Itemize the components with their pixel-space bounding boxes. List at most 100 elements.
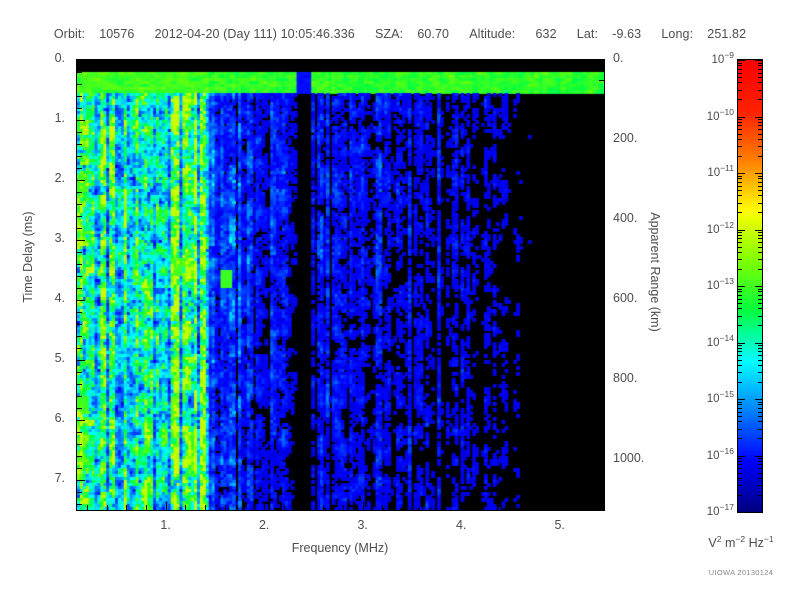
tick-mark: [599, 260, 604, 261]
colorbar-tick-mark: [758, 65, 763, 66]
colorbar-tick-mark: [737, 308, 742, 309]
tick-mark: [77, 336, 82, 337]
tick-mark: [382, 60, 383, 65]
colorbar-tick-mark: [758, 182, 763, 183]
colorbar-tick-mark: [737, 146, 742, 147]
colorbar-tick-mark: [737, 382, 742, 383]
tick-mark: [77, 396, 82, 397]
lat-label: Lat:: [576, 27, 599, 41]
tick-mark: [126, 60, 127, 65]
tick-mark: [77, 168, 82, 169]
tick-mark: [596, 380, 604, 381]
orbit-value: 10576: [99, 27, 135, 41]
tick-mark: [599, 100, 604, 101]
tick-mark: [304, 505, 305, 510]
colorbar-tick-mark: [755, 512, 763, 513]
tick-mark: [77, 324, 82, 325]
tick-mark: [560, 60, 561, 68]
altitude-label: Altitude:: [469, 27, 516, 41]
tick-mark: [77, 108, 82, 109]
colorbar-tick-mark: [758, 372, 763, 373]
colorbar-tick-mark: [737, 252, 742, 253]
colorbar-tick-mark: [737, 295, 742, 296]
tick-mark: [146, 60, 147, 65]
tick-mark: [77, 312, 82, 313]
tick-mark: [596, 60, 604, 61]
tick-mark: [599, 320, 604, 321]
colorbar-tick-mark: [758, 139, 763, 140]
colorbar-tick-mark: [737, 325, 742, 326]
tick-mark: [77, 300, 85, 301]
tick-mark: [264, 60, 265, 68]
tick-mark: [323, 60, 324, 65]
y-axis-left-tick-label: 5.: [54, 351, 65, 365]
y-axis-left-tick-label: 1.: [54, 111, 65, 125]
tick-mark: [461, 60, 462, 68]
colorbar-tick-mark: [758, 416, 763, 417]
header-info: Orbit: 10576 2012-04-20 (Day 111) 10:05:…: [0, 27, 800, 41]
tick-mark: [284, 505, 285, 510]
colorbar-tick-mark: [755, 173, 763, 174]
tick-mark: [599, 360, 604, 361]
colorbar-tick-mark: [758, 178, 763, 179]
colorbar-tick-mark: [758, 468, 763, 469]
colorbar-tick-mark: [737, 63, 742, 64]
colorbar-tick-mark: [737, 190, 742, 191]
long-label: Long:: [661, 27, 694, 41]
colorbar-tick-label: 10−14: [706, 332, 734, 349]
tick-mark: [107, 505, 108, 510]
colorbar-tick-label: 10−9: [711, 50, 735, 66]
colorbar-tick-mark: [737, 291, 742, 292]
colorbar-tick-mark: [737, 117, 745, 118]
tick-mark: [560, 502, 561, 510]
colorbar-tick-mark: [758, 242, 763, 243]
colorbar-tick-mark: [737, 230, 745, 231]
colorbar-tick-mark: [737, 119, 742, 120]
colorbar-tick-mark: [737, 69, 742, 70]
tick-mark: [596, 300, 604, 301]
colorbar-tick-mark: [758, 73, 763, 74]
colorbar-tick-mark: [758, 176, 763, 177]
y-axis-left-title: Time Delay (ms): [21, 211, 35, 303]
tick-mark: [77, 132, 82, 133]
colorbar-tick-mark: [758, 316, 763, 317]
colorbar-tick-mark: [758, 438, 763, 439]
colorbar-tick-mark: [758, 308, 763, 309]
tick-mark: [77, 372, 82, 373]
x-axis-tick-label: 4.: [455, 518, 467, 532]
tick-mark: [77, 252, 82, 253]
colorbar-tick-mark: [737, 303, 742, 304]
y-axis-left-tick-label: 4.: [54, 291, 65, 305]
tick-mark: [402, 505, 403, 510]
tick-mark: [599, 180, 604, 181]
tick-mark: [77, 228, 82, 229]
colorbar-tick-mark: [737, 404, 742, 405]
colorbar-tick-mark: [737, 360, 742, 361]
colorbar-tick-mark: [737, 232, 742, 233]
tick-mark: [343, 60, 344, 65]
credit-footer: UIOWA 20130124: [708, 568, 774, 577]
colorbar-tick-mark: [755, 117, 763, 118]
tick-mark: [77, 504, 82, 505]
tick-mark: [441, 505, 442, 510]
tick-mark: [77, 96, 82, 97]
tick-mark: [244, 505, 245, 510]
tick-mark: [599, 240, 604, 241]
colorbar-tick-mark: [737, 345, 742, 346]
tick-mark: [77, 444, 82, 445]
tick-mark: [205, 505, 206, 510]
colorbar-unit-label: V2 m−2 Hz−1: [708, 534, 774, 551]
tick-mark: [599, 500, 604, 501]
colorbar-tick-mark: [737, 122, 742, 123]
colorbar-tick-label: 10−16: [706, 445, 734, 462]
tick-mark: [87, 60, 88, 65]
y-axis-left-tick-label: 3.: [54, 231, 65, 245]
tick-mark: [77, 204, 82, 205]
colorbar-tick-mark: [737, 125, 742, 126]
colorbar-tick-mark: [758, 232, 763, 233]
colorbar-tick-mark: [737, 485, 742, 486]
colorbar-tick-mark: [758, 212, 763, 213]
colorbar-tick-mark: [758, 134, 763, 135]
colorbar-tick-mark: [737, 212, 742, 213]
colorbar-tick-mark: [758, 464, 763, 465]
